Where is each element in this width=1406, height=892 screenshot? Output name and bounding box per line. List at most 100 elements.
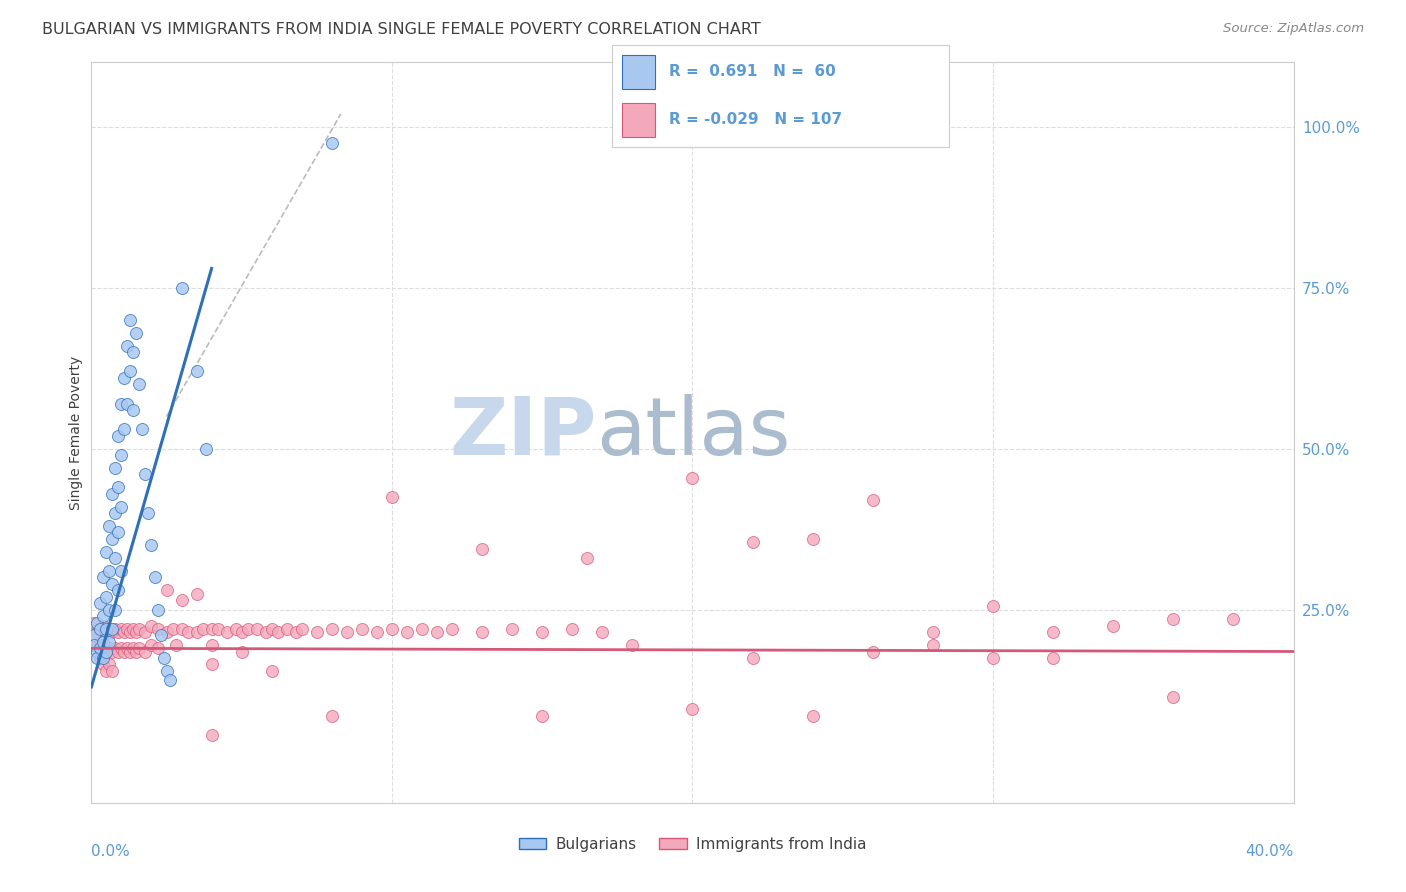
Point	[146, 641, 169, 656]
Point	[101, 644, 124, 658]
Point	[122, 622, 145, 636]
Point	[801, 709, 824, 723]
Point	[93, 635, 115, 649]
Point	[110, 564, 132, 578]
Point	[93, 651, 115, 665]
Point	[98, 602, 121, 616]
Point	[201, 728, 224, 742]
Point	[155, 664, 177, 678]
Point	[801, 532, 824, 546]
Point	[471, 541, 494, 556]
Point	[120, 364, 142, 378]
Point	[254, 625, 277, 640]
Point	[98, 564, 121, 578]
Point	[104, 461, 127, 475]
Point	[138, 506, 160, 520]
Point	[89, 596, 111, 610]
Point	[114, 371, 136, 385]
Point	[591, 625, 613, 640]
Point	[98, 635, 121, 649]
Text: R = -0.029   N = 107: R = -0.029 N = 107	[669, 112, 842, 128]
Point	[96, 644, 118, 658]
Point	[134, 625, 156, 640]
Point	[86, 644, 108, 658]
Point	[207, 622, 229, 636]
Text: BULGARIAN VS IMMIGRANTS FROM INDIA SINGLE FEMALE POVERTY CORRELATION CHART: BULGARIAN VS IMMIGRANTS FROM INDIA SINGL…	[42, 22, 761, 37]
Point	[201, 622, 224, 636]
Point	[107, 480, 129, 494]
Point	[98, 657, 121, 672]
Point	[101, 625, 124, 640]
Point	[146, 602, 169, 616]
Point	[104, 622, 127, 636]
FancyBboxPatch shape	[621, 103, 655, 137]
Point	[1222, 612, 1244, 626]
Point	[117, 339, 139, 353]
Point	[98, 641, 121, 656]
Point	[83, 615, 105, 630]
Point	[176, 625, 198, 640]
Point	[83, 628, 105, 642]
Point	[191, 622, 214, 636]
Point	[284, 625, 307, 640]
Point	[426, 625, 449, 640]
Point	[305, 625, 328, 640]
Point	[110, 622, 132, 636]
Point	[170, 622, 193, 636]
Point	[114, 422, 136, 436]
Point	[104, 641, 127, 656]
Text: ZIP: ZIP	[449, 393, 596, 472]
Point	[89, 622, 111, 636]
Point	[922, 638, 945, 652]
Point	[159, 673, 181, 688]
Point	[276, 622, 298, 636]
Point	[86, 615, 108, 630]
Point	[122, 403, 145, 417]
Point	[260, 664, 283, 678]
Point	[107, 625, 129, 640]
Point	[741, 651, 763, 665]
Point	[96, 644, 118, 658]
Point	[350, 622, 373, 636]
Point	[267, 625, 290, 640]
Point	[411, 622, 433, 636]
Point	[231, 644, 253, 658]
Point	[101, 664, 124, 678]
Point	[981, 651, 1004, 665]
Point	[141, 538, 163, 552]
Point	[98, 519, 121, 533]
Point	[89, 622, 111, 636]
Point	[225, 622, 247, 636]
Point	[165, 638, 187, 652]
Point	[291, 622, 314, 636]
Text: Source: ZipAtlas.com: Source: ZipAtlas.com	[1223, 22, 1364, 36]
Y-axis label: Single Female Poverty: Single Female Poverty	[69, 356, 83, 509]
Point	[141, 638, 163, 652]
Point	[86, 651, 108, 665]
Point	[101, 532, 124, 546]
Point	[93, 570, 115, 584]
Legend: Bulgarians, Immigrants from India: Bulgarians, Immigrants from India	[512, 830, 873, 858]
Point	[125, 326, 148, 340]
Point	[89, 641, 111, 656]
Point	[321, 622, 343, 636]
Point	[531, 709, 554, 723]
Point	[170, 281, 193, 295]
Point	[621, 638, 644, 652]
Point	[152, 651, 174, 665]
Point	[86, 625, 108, 640]
Point	[125, 625, 148, 640]
Point	[96, 545, 118, 559]
Point	[96, 590, 118, 604]
Text: 40.0%: 40.0%	[1246, 844, 1294, 858]
Point	[1102, 619, 1125, 633]
Point	[1161, 690, 1184, 704]
Point	[531, 625, 554, 640]
Point	[101, 577, 124, 591]
Point	[128, 641, 150, 656]
Point	[93, 609, 115, 624]
Point	[128, 622, 150, 636]
Point	[125, 644, 148, 658]
Point	[96, 622, 118, 636]
Point	[155, 583, 177, 598]
